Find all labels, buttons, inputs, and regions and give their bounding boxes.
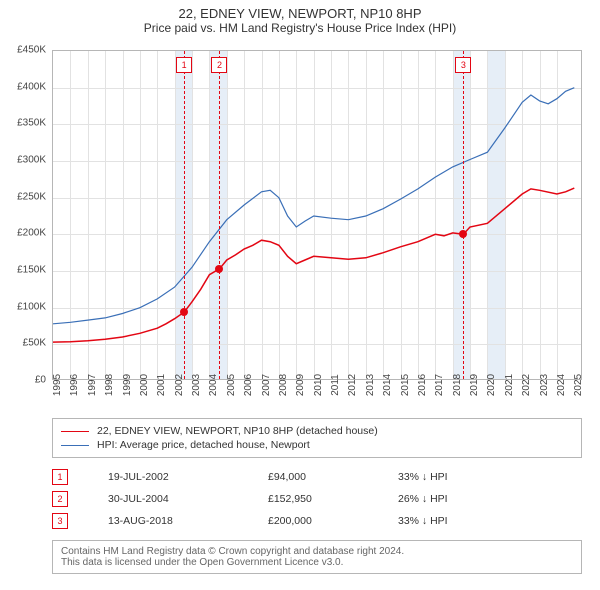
legend-box: 22, EDNEY VIEW, NEWPORT, NP10 8HP (detac…	[52, 418, 582, 458]
x-axis-label: 2010	[313, 374, 324, 396]
sale-marker-box: 3	[52, 513, 68, 529]
x-axis-label: 2013	[365, 374, 376, 396]
y-axis-label: £450K	[0, 45, 46, 56]
chart-title: 22, EDNEY VIEW, NEWPORT, NP10 8HP	[0, 0, 600, 21]
legend-row: 22, EDNEY VIEW, NEWPORT, NP10 8HP (detac…	[61, 424, 573, 438]
sale-row: 1 19-JUL-2002£94,00033% ↓ HPI	[52, 466, 582, 488]
x-axis-label: 2019	[469, 374, 480, 396]
x-axis-label: 2020	[486, 374, 497, 396]
sale-row: 3 13-AUG-2018£200,00033% ↓ HPI	[52, 510, 582, 532]
y-axis-label: £250K	[0, 191, 46, 202]
marker-number-box: 3	[455, 57, 471, 73]
sale-date: 19-JUL-2002	[108, 471, 268, 483]
chart-container: 22, EDNEY VIEW, NEWPORT, NP10 8HP Price …	[0, 0, 600, 590]
chart-area: 123 £0£50K£100K£150K£200K£250K£300K£350K…	[52, 50, 582, 380]
x-axis-label: 2000	[139, 374, 150, 396]
y-axis-label: £150K	[0, 265, 46, 276]
x-axis-label: 2018	[452, 374, 463, 396]
x-axis-label: 2014	[382, 374, 393, 396]
x-axis-label: 2005	[226, 374, 237, 396]
legend-row: HPI: Average price, detached house, Newp…	[61, 438, 573, 452]
sale-delta: 26% ↓ HPI	[398, 493, 448, 505]
chart-subtitle: Price paid vs. HM Land Registry's House …	[0, 21, 600, 39]
x-axis-label: 1996	[69, 374, 80, 396]
x-axis-label: 2022	[521, 374, 532, 396]
x-axis-label: 2004	[208, 374, 219, 396]
marker-line	[184, 51, 185, 379]
x-axis-label: 1997	[87, 374, 98, 396]
y-axis-label: £300K	[0, 155, 46, 166]
x-axis-label: 1998	[104, 374, 115, 396]
legend-line-icon	[61, 431, 89, 432]
y-axis-label: £50K	[0, 338, 46, 349]
x-axis-label: 2011	[330, 374, 341, 396]
x-axis-label: 2008	[278, 374, 289, 396]
x-axis-label: 2003	[191, 374, 202, 396]
sales-table: 119-JUL-2002£94,00033% ↓ HPI230-JUL-2004…	[52, 466, 582, 532]
x-axis-label: 2009	[295, 374, 306, 396]
series-line	[53, 188, 574, 342]
sale-marker-box: 1	[52, 469, 68, 485]
x-axis-label: 1995	[52, 374, 63, 396]
x-axis-label: 1999	[122, 374, 133, 396]
x-axis-label: 2017	[434, 374, 445, 396]
y-axis-label: £0	[0, 375, 46, 386]
sale-price: £152,950	[268, 493, 398, 505]
legend-label: HPI: Average price, detached house, Newp…	[97, 439, 310, 451]
x-axis-label: 2025	[573, 374, 584, 396]
y-axis-label: £100K	[0, 301, 46, 312]
footer-box: Contains HM Land Registry data © Crown c…	[52, 540, 582, 574]
y-axis-label: £350K	[0, 118, 46, 129]
plot-region: 1 2 3	[52, 50, 582, 380]
x-axis-label: 2007	[261, 374, 272, 396]
marker-point	[215, 265, 223, 273]
y-axis-label: £400K	[0, 81, 46, 92]
sale-price: £200,000	[268, 515, 398, 527]
x-axis-label: 2001	[156, 374, 167, 396]
marker-point	[180, 308, 188, 316]
x-axis-label: 2015	[400, 374, 411, 396]
x-axis-label: 2002	[174, 374, 185, 396]
series-line	[53, 88, 574, 324]
sale-date: 30-JUL-2004	[108, 493, 268, 505]
sale-price: £94,000	[268, 471, 398, 483]
legend-line-icon	[61, 445, 89, 446]
x-axis-label: 2006	[243, 374, 254, 396]
x-axis-label: 2023	[539, 374, 550, 396]
x-axis-label: 2024	[556, 374, 567, 396]
marker-line	[219, 51, 220, 379]
legend-label: 22, EDNEY VIEW, NEWPORT, NP10 8HP (detac…	[97, 425, 378, 437]
footer-line-1: Contains HM Land Registry data © Crown c…	[61, 546, 573, 557]
footer-line-2: This data is licensed under the Open Gov…	[61, 557, 573, 568]
y-axis-label: £200K	[0, 228, 46, 239]
sale-date: 13-AUG-2018	[108, 515, 268, 527]
x-axis-label: 2021	[504, 374, 515, 396]
x-axis-label: 2012	[347, 374, 358, 396]
x-axis-label: 2016	[417, 374, 428, 396]
marker-number-box: 1	[176, 57, 192, 73]
series-svg	[53, 51, 583, 381]
marker-number-box: 2	[211, 57, 227, 73]
sale-marker-box: 2	[52, 491, 68, 507]
marker-line	[463, 51, 464, 379]
sale-delta: 33% ↓ HPI	[398, 515, 448, 527]
marker-point	[459, 230, 467, 238]
sale-delta: 33% ↓ HPI	[398, 471, 448, 483]
sale-row: 2 30-JUL-2004£152,95026% ↓ HPI	[52, 488, 582, 510]
